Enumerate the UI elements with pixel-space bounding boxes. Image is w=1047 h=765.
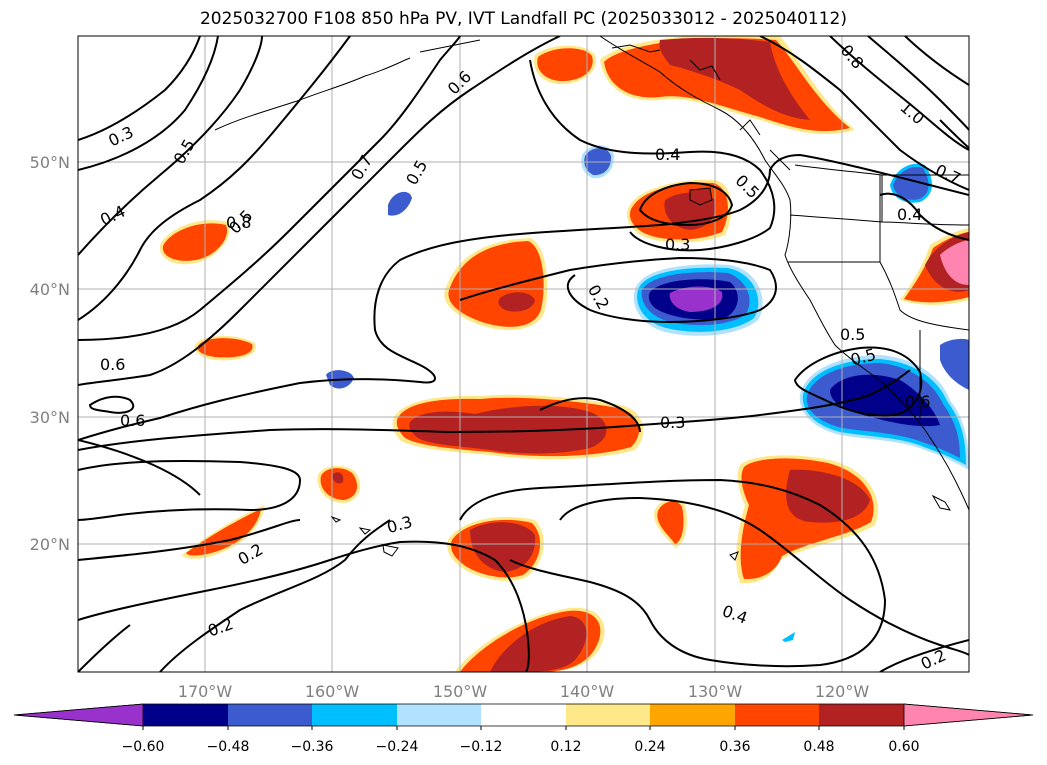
negative-anomaly-region: [669, 286, 723, 312]
colorbar-tick-label: 0.36: [719, 739, 750, 755]
positive-anomaly-region: [332, 472, 344, 484]
positive-anomaly-region: [498, 292, 535, 312]
positive-anomaly-region: [409, 405, 607, 454]
contour-label: 0.5: [840, 325, 865, 344]
colorbar: −0.60 −0.48 −0.36 −0.24 −0.12 0.12 0.24 …: [13, 703, 1034, 755]
colorbar-tick-label: −0.48: [207, 739, 250, 755]
contour-label: 0.4: [655, 145, 680, 164]
positive-anomaly-region: [320, 468, 358, 500]
map-border: [77, 35, 970, 673]
positive-anomaly-region: [490, 616, 587, 672]
lon-label: 170°W: [178, 682, 233, 701]
colorbar-swatch: [312, 704, 397, 726]
lat-label: 30°N: [30, 408, 70, 427]
contour-label: 0.8: [226, 213, 251, 232]
positive-anomaly-region: [786, 469, 870, 523]
colorbar-swatch: [481, 704, 566, 726]
contour-label: 0.6: [120, 411, 145, 430]
contour-label: 0.4: [897, 205, 922, 224]
colorbar-swatch: [735, 704, 819, 726]
colorbar-tick-label: −0.12: [460, 739, 503, 755]
lat-label: 40°N: [30, 280, 70, 299]
coastlines: [214, 36, 969, 561]
longitude-labels: 170°W 160°W 150°W 140°W 130°W 120°W: [178, 682, 870, 701]
lon-label: 130°W: [688, 682, 743, 701]
colorbar-swatch: [143, 704, 228, 726]
colorbar-tick-label: −0.36: [291, 739, 334, 755]
positive-anomaly-region: [940, 240, 969, 285]
map-title: 2025032700 F108 850 hPa PV, IVT Landfall…: [199, 9, 847, 29]
lon-label: 120°W: [815, 682, 870, 701]
lat-label: 20°N: [30, 535, 70, 554]
lon-label: 150°W: [433, 682, 488, 701]
colorbar-swatch: [397, 704, 481, 726]
negative-anomaly-region: [782, 632, 795, 642]
contour-label: 0.3: [665, 235, 690, 254]
colorbar-swatch: [566, 704, 650, 726]
positive-anomaly-region: [537, 48, 593, 82]
negative-anomaly-region: [940, 338, 969, 390]
colorbar-tick-label: 0.48: [803, 739, 834, 755]
negative-anomaly-region: [388, 191, 412, 216]
colorbar-ticks: −0.60 −0.48 −0.36 −0.24 −0.12 0.12 0.24 …: [122, 726, 920, 755]
contour-label: 0.6: [905, 392, 930, 411]
colorbar-extend-high: [903, 703, 1034, 727]
colorbar-swatches: [13, 703, 1034, 727]
colorbar-swatch: [228, 704, 312, 726]
latitude-labels: 50°N 40°N 30°N 20°N: [30, 153, 70, 554]
positive-anomaly-region: [659, 37, 810, 121]
colorbar-tick-label: 0.12: [550, 739, 581, 755]
contour-label: 0.6: [100, 355, 125, 374]
colorbar-tick-label: 0.60: [888, 739, 919, 755]
negative-anomaly-region: [830, 374, 940, 427]
lat-label: 50°N: [30, 153, 70, 172]
contour-label: 0.3: [660, 413, 685, 432]
colorbar-tick-label: 0.24: [634, 739, 665, 755]
positive-anomaly-region: [470, 522, 536, 572]
positive-anomaly-region: [657, 501, 684, 544]
pv-contours: [78, 36, 969, 672]
positive-anomaly-region: [197, 338, 253, 358]
lon-label: 140°W: [560, 682, 615, 701]
colorbar-tick-label: −0.60: [122, 739, 165, 755]
colorbar-swatch: [819, 704, 904, 726]
graticule: [78, 36, 969, 672]
colorbar-tick-label: −0.24: [376, 739, 419, 755]
pv-anomaly-fills: [159, 36, 969, 672]
lon-label: 160°W: [305, 682, 360, 701]
positive-anomaly-region: [162, 223, 228, 261]
colorbar-extend-low: [13, 703, 144, 727]
colorbar-swatch: [650, 704, 735, 726]
